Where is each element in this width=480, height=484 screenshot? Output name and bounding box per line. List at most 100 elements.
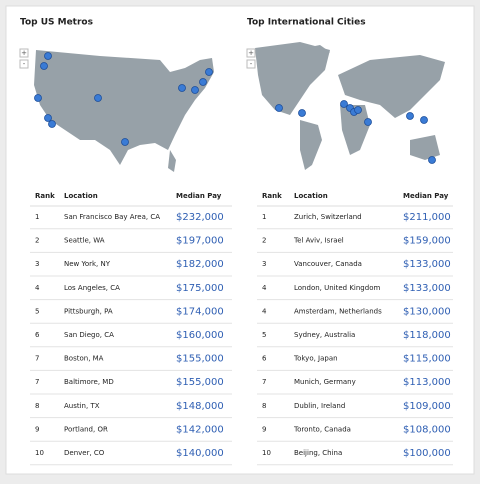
rank: 6: [35, 331, 40, 339]
marker: [178, 84, 186, 92]
median-pay: $175,000: [176, 283, 224, 294]
rank: 8: [262, 402, 266, 410]
location: Zurich, Switzerland: [294, 213, 362, 221]
marker: [48, 120, 56, 128]
marker: [420, 116, 428, 124]
location: Seattle, WA: [64, 237, 105, 245]
median-pay: $109,000: [403, 401, 451, 412]
location: Los Angeles, CA: [64, 284, 120, 292]
median-pay: $108,000: [403, 424, 451, 435]
rank: 6: [262, 355, 267, 363]
median-pay: $182,000: [176, 259, 224, 270]
rank: 4: [262, 284, 267, 292]
location: San Francisco Bay Area, CA: [64, 213, 160, 221]
rank: 3: [35, 260, 39, 268]
rank: 3: [262, 260, 266, 268]
location: New York, NY: [64, 260, 111, 268]
median-pay: $130,000: [403, 306, 451, 317]
median-pay: $155,000: [176, 377, 224, 388]
location: San Diego, CA: [64, 331, 114, 339]
location: Baltimore, MD: [64, 378, 114, 386]
rank: 5: [262, 331, 266, 339]
marker: [298, 109, 306, 117]
rank: 7: [262, 378, 266, 386]
maps: [34, 42, 445, 172]
location: Austin, TX: [64, 402, 100, 410]
zoom-label: -: [250, 60, 253, 68]
rank: 7: [35, 355, 39, 363]
markers: [34, 52, 436, 164]
us-map: [168, 150, 176, 172]
marker: [121, 138, 129, 146]
location: Portland, OR: [64, 425, 108, 433]
marker: [354, 106, 362, 114]
median-pay: $159,000: [403, 236, 451, 247]
table-header: Rank: [262, 192, 282, 200]
rank: 2: [35, 237, 39, 245]
marker: [40, 62, 48, 70]
marker: [44, 114, 52, 122]
location: Toronto, Canada: [293, 425, 351, 433]
world-map: [255, 42, 330, 115]
rank: 4: [262, 307, 267, 315]
rank: 10: [35, 449, 44, 457]
location: Sydney, Australia: [294, 331, 355, 339]
location: Boston, MA: [64, 355, 104, 363]
rank: 10: [262, 449, 271, 457]
zoom-button[interactable]: [246, 59, 256, 69]
median-pay: $140,000: [176, 448, 224, 459]
location: Munich, Germany: [294, 378, 356, 386]
rank: 2: [262, 237, 266, 245]
marker: [44, 52, 52, 60]
zoom-button[interactable]: [246, 48, 256, 58]
rank: 1: [35, 213, 39, 221]
world-map: [340, 105, 370, 155]
marker: [205, 68, 213, 76]
location: Vancouver, Canada: [294, 260, 362, 268]
marker: [94, 94, 102, 102]
location: Tel Aviv, Israel: [293, 237, 344, 245]
median-pay: $197,000: [176, 236, 224, 247]
marker: [34, 94, 42, 102]
rank: 9: [262, 425, 266, 433]
median-pay: $155,000: [176, 354, 224, 365]
zoom-button[interactable]: [19, 59, 29, 69]
table-header: Location: [294, 192, 328, 200]
median-pay: $100,000: [403, 448, 451, 459]
zoom-label: +: [248, 49, 254, 57]
zoom-button[interactable]: [19, 48, 29, 58]
marker: [406, 112, 414, 120]
median-pay: $211,000: [403, 212, 451, 223]
location: Denver, CO: [64, 449, 105, 457]
median-pay: $232,000: [176, 212, 224, 223]
median-pay: $113,000: [403, 377, 451, 388]
panel-title: Top US Metros: [20, 18, 93, 28]
median-pay: $142,000: [176, 424, 224, 435]
marker: [191, 86, 199, 94]
median-pay: $133,000: [403, 259, 451, 270]
marker: [340, 100, 348, 108]
zoom-label: +: [21, 49, 27, 57]
rank: 1: [262, 213, 266, 221]
rank: 9: [35, 425, 39, 433]
location: Amsterdam, Netherlands: [294, 307, 382, 315]
location: Tokyo, Japan: [293, 355, 338, 363]
zoom-label: -: [23, 60, 26, 68]
rank: 8: [35, 402, 39, 410]
rank: 7: [35, 378, 39, 386]
us-map: [34, 50, 214, 165]
median-pay: $118,000: [403, 330, 451, 341]
table-header: Rank: [35, 192, 55, 200]
median-pay: $174,000: [176, 306, 224, 317]
median-pay: $133,000: [403, 283, 451, 294]
world-map: [410, 135, 440, 160]
table-header: Median Pay: [176, 192, 222, 200]
world-map: [300, 120, 322, 170]
table-header: Location: [64, 192, 98, 200]
location: London, United Kingdom: [294, 284, 380, 292]
location: Beijing, China: [294, 449, 342, 457]
median-pay: $160,000: [176, 330, 224, 341]
table-header: Median Pay: [403, 192, 449, 200]
rank: 4: [35, 284, 40, 292]
